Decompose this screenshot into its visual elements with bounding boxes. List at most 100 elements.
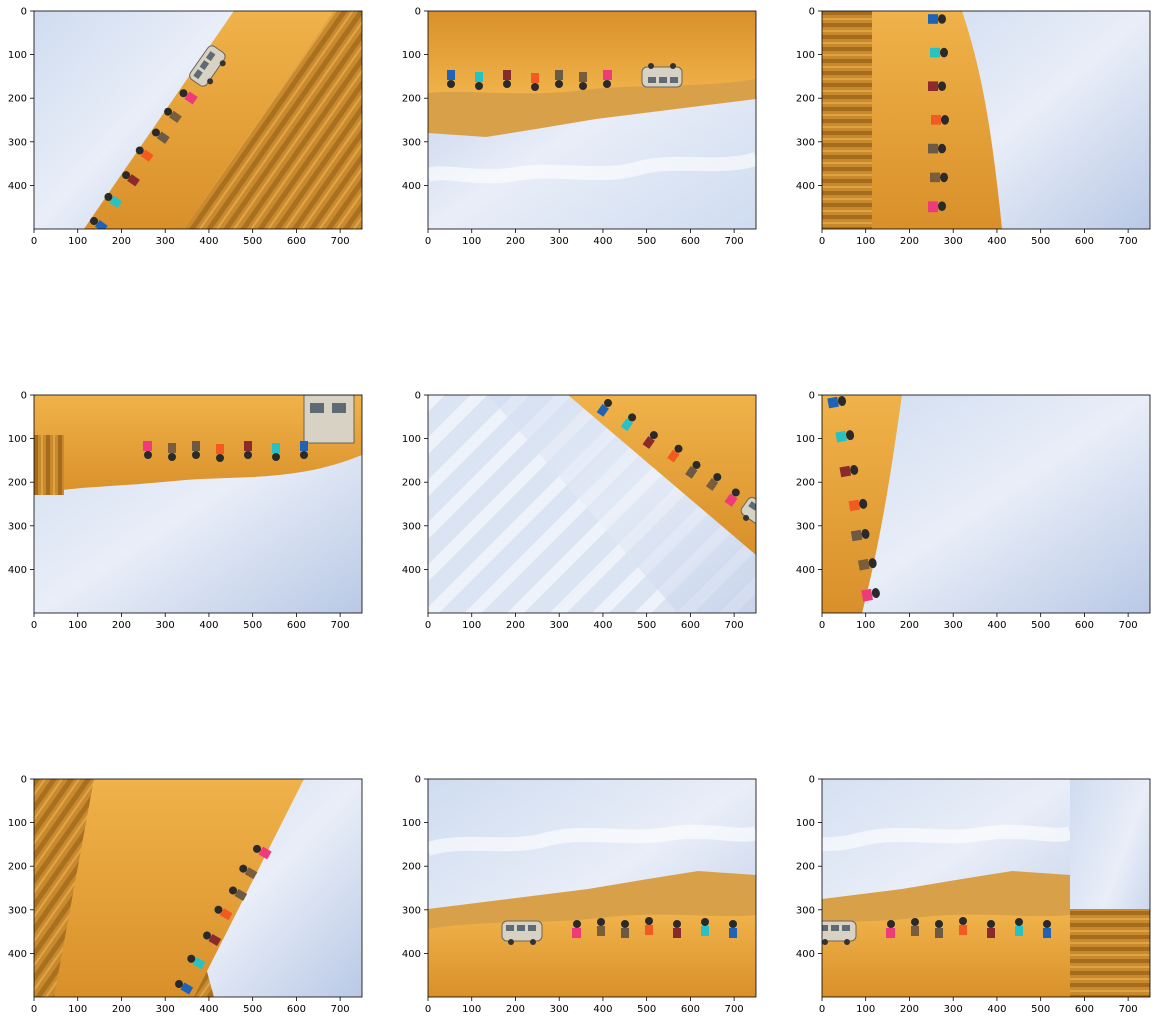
y-tick-label: 400	[796, 565, 815, 576]
y-tick-label: 0	[21, 7, 27, 18]
x-tick-label: 300	[156, 1004, 175, 1015]
x-tick-label: 200	[506, 1004, 525, 1015]
y-tick-label: 400	[8, 181, 27, 192]
x-tick-label: 700	[331, 620, 350, 631]
y-tick-label: 300	[8, 137, 27, 148]
x-tick-label: 300	[156, 236, 175, 247]
y-tick-label: 400	[402, 181, 421, 192]
x-tick-label: 100	[462, 620, 481, 631]
x-tick-label: 400	[987, 1004, 1006, 1015]
x-tick-label: 0	[425, 236, 431, 247]
y-tick-label: 400	[796, 949, 815, 960]
y-tick-label: 200	[402, 478, 421, 489]
x-tick-label: 400	[593, 620, 612, 631]
x-tick-label: 400	[987, 620, 1006, 631]
y-tick-label: 200	[402, 862, 421, 873]
y-tick-label: 400	[796, 181, 815, 192]
x-tick-label: 400	[593, 236, 612, 247]
x-tick-label: 300	[944, 620, 963, 631]
y-tick-label: 400	[402, 949, 421, 960]
x-tick-label: 200	[900, 236, 919, 247]
x-tick-label: 300	[156, 620, 175, 631]
x-tick-label: 200	[900, 620, 919, 631]
x-tick-label: 100	[856, 1004, 875, 1015]
y-tick-label: 0	[21, 775, 27, 786]
x-tick-label: 600	[1075, 1004, 1094, 1015]
x-tick-label: 300	[550, 236, 569, 247]
x-tick-label: 300	[944, 1004, 963, 1015]
panel-r2c1	[33, 394, 363, 614]
x-tick-label: 200	[112, 236, 131, 247]
x-tick-label: 600	[681, 236, 700, 247]
x-tick-label: 400	[199, 236, 218, 247]
y-tick-label: 200	[402, 94, 421, 105]
x-tick-label: 0	[425, 620, 431, 631]
x-tick-label: 200	[506, 620, 525, 631]
x-tick-label: 200	[900, 1004, 919, 1015]
y-tick-label: 100	[402, 434, 421, 445]
y-tick-label: 300	[796, 905, 815, 916]
x-tick-label: 200	[112, 620, 131, 631]
y-tick-label: 0	[415, 391, 421, 402]
y-tick-label: 300	[402, 905, 421, 916]
x-tick-label: 0	[31, 620, 37, 631]
y-tick-label: 400	[402, 565, 421, 576]
x-tick-label: 100	[856, 620, 875, 631]
x-tick-label: 100	[68, 620, 87, 631]
x-tick-label: 500	[637, 1004, 656, 1015]
x-tick-label: 600	[681, 620, 700, 631]
y-tick-label: 100	[8, 818, 27, 829]
x-tick-label: 500	[1031, 620, 1050, 631]
x-tick-label: 700	[331, 1004, 350, 1015]
x-tick-label: 600	[1075, 620, 1094, 631]
x-tick-label: 600	[681, 1004, 700, 1015]
y-tick-label: 300	[8, 521, 27, 532]
y-tick-label: 100	[8, 434, 27, 445]
x-tick-label: 500	[637, 620, 656, 631]
x-tick-label: 0	[425, 1004, 431, 1015]
y-tick-label: 300	[8, 905, 27, 916]
x-tick-label: 100	[462, 1004, 481, 1015]
x-tick-label: 300	[550, 620, 569, 631]
y-tick-label: 100	[796, 818, 815, 829]
y-tick-label: 0	[809, 775, 815, 786]
x-tick-label: 700	[725, 620, 744, 631]
x-tick-label: 400	[987, 236, 1006, 247]
x-tick-label: 0	[31, 236, 37, 247]
x-tick-label: 600	[1075, 236, 1094, 247]
y-tick-label: 300	[796, 521, 815, 532]
panel-r1c2	[427, 10, 757, 230]
x-tick-label: 500	[1031, 236, 1050, 247]
x-tick-label: 300	[550, 1004, 569, 1015]
y-tick-label: 0	[809, 391, 815, 402]
x-tick-label: 500	[243, 236, 262, 247]
x-tick-label: 400	[199, 620, 218, 631]
y-tick-label: 100	[796, 50, 815, 61]
x-tick-label: 200	[506, 236, 525, 247]
y-tick-label: 400	[8, 949, 27, 960]
x-tick-label: 500	[1031, 1004, 1050, 1015]
axes-layer: 0 100 200 300 400 500 600 700 0 100 200 300 400 0 100 2…	[8, 7, 1138, 1016]
y-tick-label: 300	[402, 521, 421, 532]
y-tick-label: 300	[402, 137, 421, 148]
panel-r1c3	[821, 10, 1151, 230]
y-tick-label: 400	[8, 565, 27, 576]
x-tick-label: 0	[819, 620, 825, 631]
x-tick-label: 0	[819, 1004, 825, 1015]
y-tick-label: 200	[8, 862, 27, 873]
y-tick-label: 100	[796, 434, 815, 445]
x-tick-label: 0	[819, 236, 825, 247]
x-tick-label: 600	[287, 620, 306, 631]
y-tick-label: 200	[796, 478, 815, 489]
y-tick-label: 0	[21, 391, 27, 402]
y-tick-label: 200	[8, 478, 27, 489]
y-tick-label: 0	[809, 7, 815, 18]
y-tick-label: 200	[796, 862, 815, 873]
panel-r3c1	[33, 778, 363, 998]
x-tick-label: 500	[637, 236, 656, 247]
x-tick-label: 700	[1119, 620, 1138, 631]
x-tick-label: 700	[1119, 1004, 1138, 1015]
x-tick-label: 200	[112, 1004, 131, 1015]
y-tick-label: 100	[402, 818, 421, 829]
